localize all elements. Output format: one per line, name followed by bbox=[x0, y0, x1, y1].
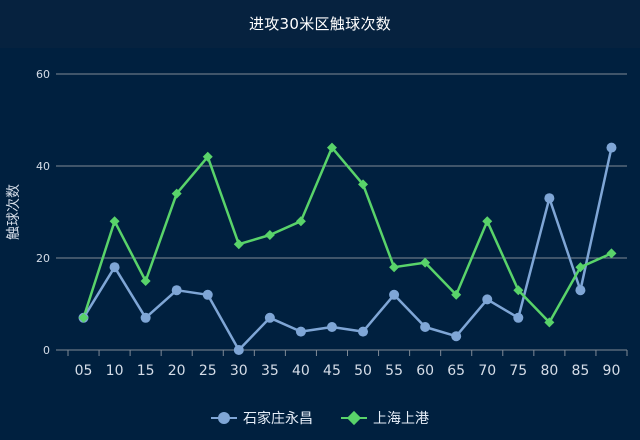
x-tick-label: 20 bbox=[168, 363, 186, 379]
legend-circle-marker-icon bbox=[211, 411, 237, 425]
y-tick-label: 0 bbox=[43, 344, 50, 357]
data-point-series-1[interactable] bbox=[544, 193, 555, 204]
data-point-series-2[interactable] bbox=[326, 142, 337, 153]
data-point-series-2[interactable] bbox=[575, 262, 586, 273]
x-tick-label: 30 bbox=[230, 363, 248, 379]
legend-item-series-2[interactable]: 上海上港 bbox=[341, 408, 429, 428]
data-point-series-2[interactable] bbox=[420, 257, 431, 268]
data-point-series-1[interactable] bbox=[171, 285, 182, 296]
y-tick-label: 40 bbox=[36, 160, 50, 173]
x-tick-label: 70 bbox=[478, 363, 496, 379]
data-point-series-2[interactable] bbox=[606, 248, 617, 259]
data-point-series-2[interactable] bbox=[295, 216, 306, 227]
data-point-series-1[interactable] bbox=[420, 322, 431, 332]
data-point-series-1[interactable] bbox=[513, 312, 524, 323]
chart-title: 进攻30米区触球次数 bbox=[248, 15, 392, 33]
data-point-series-1[interactable] bbox=[482, 294, 493, 305]
legend-item-series-1[interactable]: 石家庄永昌 bbox=[211, 408, 313, 428]
data-point-series-1[interactable] bbox=[109, 262, 120, 273]
data-point-series-2[interactable] bbox=[140, 276, 151, 286]
legend-label-series-1: 石家庄永昌 bbox=[243, 411, 313, 427]
x-tick-label: 45 bbox=[323, 363, 341, 379]
data-point-series-2[interactable] bbox=[78, 312, 89, 323]
data-point-series-1[interactable] bbox=[233, 345, 244, 355]
legend: 石家庄永昌 上海上港 bbox=[0, 408, 640, 428]
data-point-series-1[interactable] bbox=[140, 312, 151, 323]
data-point-series-1[interactable] bbox=[358, 326, 369, 337]
x-tick-label: 55 bbox=[385, 363, 403, 379]
x-tick-label: 50 bbox=[354, 363, 372, 379]
data-point-series-1[interactable] bbox=[264, 312, 275, 323]
data-point-series-2[interactable] bbox=[513, 285, 524, 296]
x-tick-label: 05 bbox=[75, 363, 93, 379]
data-point-series-1[interactable] bbox=[451, 331, 462, 342]
series-line-2 bbox=[82, 146, 612, 324]
x-tick-label: 75 bbox=[509, 363, 527, 379]
data-point-series-1[interactable] bbox=[202, 289, 213, 300]
data-point-series-1[interactable] bbox=[389, 289, 400, 300]
data-point-series-2[interactable] bbox=[544, 317, 555, 328]
data-point-series-1[interactable] bbox=[575, 285, 586, 296]
data-point-series-2[interactable] bbox=[233, 239, 244, 250]
data-point-series-2[interactable] bbox=[171, 188, 182, 199]
y-tick-label: 60 bbox=[36, 68, 50, 81]
x-tick-label: 65 bbox=[447, 363, 465, 379]
x-tick-label: 15 bbox=[137, 363, 155, 379]
x-tick-label: 10 bbox=[106, 363, 124, 379]
data-point-series-2[interactable] bbox=[264, 230, 275, 240]
data-point-series-1[interactable] bbox=[326, 322, 337, 332]
data-point-series-2[interactable] bbox=[451, 289, 462, 300]
x-tick-label: 60 bbox=[416, 363, 434, 379]
x-tick-label: 25 bbox=[199, 363, 217, 379]
y-axis-label: 触球次数 bbox=[6, 184, 22, 240]
x-tick-label: 40 bbox=[292, 363, 310, 379]
data-point-series-2[interactable] bbox=[358, 179, 369, 190]
data-point-series-2[interactable] bbox=[389, 262, 400, 273]
x-tick-label: 90 bbox=[603, 363, 621, 379]
legend-label-series-2: 上海上港 bbox=[373, 411, 429, 427]
x-tick-label: 85 bbox=[572, 363, 590, 379]
y-tick-label: 20 bbox=[36, 252, 50, 265]
series-line-1 bbox=[82, 147, 613, 352]
legend-diamond-marker-icon bbox=[341, 410, 367, 426]
data-point-series-1[interactable] bbox=[606, 142, 617, 153]
data-point-series-1[interactable] bbox=[295, 326, 306, 337]
data-point-series-2[interactable] bbox=[202, 151, 213, 162]
x-tick-label: 35 bbox=[261, 363, 279, 379]
x-tick-label: 80 bbox=[540, 363, 558, 379]
data-point-series-2[interactable] bbox=[109, 216, 120, 227]
data-point-series-2[interactable] bbox=[482, 216, 493, 227]
